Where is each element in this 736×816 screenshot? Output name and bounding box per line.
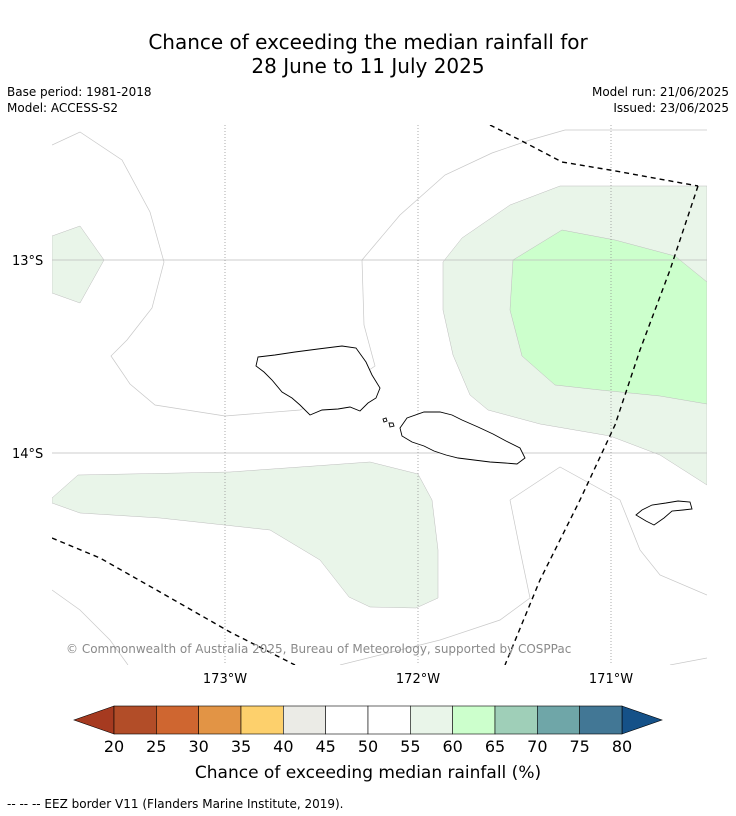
eez-southwest [52, 537, 296, 665]
lat-label-14s: 14°S [12, 447, 43, 462]
colorbar-tick-label: 40 [273, 737, 293, 756]
island-upolu [399, 411, 526, 465]
colorbar-tick-label: 75 [569, 737, 589, 756]
lat-label-13s: 13°S [12, 254, 43, 269]
island-tutuila [635, 500, 693, 526]
islet-apolima [382, 417, 388, 423]
colorbar-cell [494, 705, 538, 735]
region-55-60-south [52, 461, 439, 609]
chart-title: Chance of exceeding the median rainfall … [0, 30, 736, 78]
colorbar-tick-label: 60 [442, 737, 462, 756]
islands [255, 345, 693, 526]
colorbar-tick-label: 55 [400, 737, 420, 756]
colorbar-high-arrow [621, 705, 663, 735]
run-info: Model run: 21/06/2025 Issued: 23/06/2025 [592, 84, 729, 116]
colorbar: 20 25 30 35 40 45 50 55 60 65 70 75 80 Chance of exc… [73, 705, 663, 783]
model-info: Base period: 1981-2018 Model: ACCESS-S2 [7, 84, 152, 116]
contour-lines [52, 129, 707, 665]
footer-legend: -- -- -- EEZ border V11 (Flanders Marine… [7, 797, 344, 811]
colorbar-cell [537, 705, 580, 735]
colorbar-tick-label: 25 [146, 737, 166, 756]
title-line-1: Chance of exceeding the median rainfall … [148, 30, 588, 54]
region-60-65 [509, 229, 707, 405]
colorbar-cell [367, 705, 411, 735]
colorbar-tick-label: 80 [612, 737, 632, 756]
colorbar-tick-label: 30 [188, 737, 208, 756]
colorbar-cell [198, 705, 242, 735]
issued-date: Issued: 23/06/2025 [613, 101, 729, 115]
colorbar-cell [452, 705, 496, 735]
colorbar-cells [113, 705, 623, 735]
lon-label-172w: 172°W [396, 672, 440, 687]
map-area: © Commonwealth of Australia 2025, Bureau… [52, 125, 707, 665]
colorbar-ticks: 20 25 30 35 40 45 50 55 60 65 70 75 80 [104, 737, 632, 756]
colorbar-tick-label: 20 [104, 737, 124, 756]
lon-label-171w: 171°W [589, 672, 633, 687]
colorbar-label: Chance of exceeding median rainfall (%) [195, 763, 541, 783]
contour-southeast [509, 466, 707, 596]
colorbar-cell [156, 705, 199, 735]
contour-corner [669, 657, 707, 665]
colorbar-cell [283, 705, 326, 735]
axis-labels: 13°S 14°S 173°W 172°W 171°W [12, 254, 633, 687]
eez-east [504, 185, 699, 665]
island-savaii [255, 345, 381, 416]
colorbar-cell [113, 705, 157, 735]
contour-west [52, 129, 707, 417]
eez-north [489, 125, 699, 187]
islet-manono [388, 422, 395, 428]
copyright-notice: © Commonwealth of Australia 2025, Bureau… [66, 642, 571, 656]
colorbar-tick-label: 35 [231, 737, 251, 756]
grid-lines [52, 125, 707, 665]
colorbar-tick-label: 50 [358, 737, 378, 756]
colorbar-tick-label: 45 [315, 737, 335, 756]
colorbar-cell [325, 705, 369, 735]
colorbar-cell [579, 705, 623, 735]
contour-southwest [52, 589, 129, 665]
colorbar-cell [410, 705, 453, 735]
region-55-60-west [52, 225, 105, 304]
colorbar-low-arrow [73, 705, 115, 735]
model-run: Model run: 21/06/2025 [591, 85, 729, 99]
contour-south [339, 499, 531, 665]
eez-borders [52, 125, 699, 665]
model-name: Model: ACCESS-S2 [7, 101, 119, 115]
colorbar-tick-label: 70 [527, 737, 547, 756]
colorbar-tick-label: 65 [485, 737, 505, 756]
title-line-2: 28 June to 11 July 2025 [251, 54, 485, 78]
colorbar-cell [240, 705, 284, 735]
base-period: Base period: 1981-2018 [7, 85, 152, 99]
lon-label-173w: 173°W [203, 672, 247, 687]
